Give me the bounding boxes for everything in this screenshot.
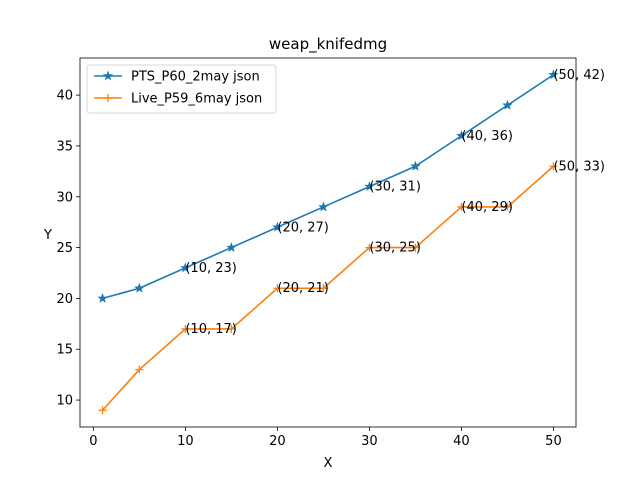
data-label: (40, 36) bbox=[461, 129, 512, 144]
data-point bbox=[319, 284, 328, 293]
data-label: (20, 21) bbox=[277, 281, 329, 296]
data-label: (40, 29) bbox=[461, 200, 512, 215]
data-point bbox=[364, 181, 375, 192]
data-point bbox=[410, 160, 421, 171]
x-axis-title: X bbox=[324, 456, 333, 471]
legend-entry: Live_P59_6may json bbox=[94, 92, 262, 107]
legend: PTS_P60_2may json Live_P59_6may json bbox=[86, 64, 277, 114]
data-point bbox=[548, 69, 559, 80]
data-point bbox=[456, 130, 467, 141]
data-point bbox=[226, 242, 237, 253]
y-axis: 10 15 20 25 30 35 40 bbox=[56, 89, 80, 409]
data-point bbox=[549, 162, 558, 171]
data-point bbox=[272, 221, 283, 232]
data-point bbox=[135, 365, 144, 374]
series-2: (10, 17) (20, 21) (30, 25) (40, 29) (50, 33) bbox=[98, 159, 605, 415]
x-tick-label: 20 bbox=[269, 434, 286, 449]
x-tick-label: 50 bbox=[545, 434, 562, 449]
y-tick-label: 20 bbox=[56, 292, 73, 307]
data-label: (30, 31) bbox=[369, 180, 421, 195]
x-tick-label: 30 bbox=[361, 434, 378, 449]
legend-marker bbox=[102, 70, 114, 81]
y-tick-label: 35 bbox=[56, 139, 73, 154]
data-label: (50, 33) bbox=[553, 159, 605, 174]
y-tick-label: 40 bbox=[56, 89, 73, 104]
data-point bbox=[227, 324, 236, 333]
legend-box bbox=[86, 64, 277, 114]
x-tick-label: 10 bbox=[177, 434, 194, 449]
legend-entry: PTS_P60_2may json bbox=[94, 70, 260, 85]
y-tick-label: 25 bbox=[56, 241, 73, 256]
data-point bbox=[97, 292, 108, 303]
x-tick-label: 40 bbox=[453, 434, 470, 449]
series-1: (10, 23) (20, 27) (30, 31) (40, 36) (50, 42) bbox=[97, 68, 605, 303]
data-point bbox=[503, 202, 512, 211]
data-label: (10, 23) bbox=[185, 261, 237, 276]
y-tick-label: 30 bbox=[56, 190, 73, 205]
data-point bbox=[318, 201, 329, 212]
data-point bbox=[180, 262, 191, 273]
y-axis-title: Y bbox=[43, 228, 52, 243]
data-point bbox=[273, 284, 282, 293]
y-tick-label: 10 bbox=[56, 394, 73, 409]
x-tick-label: 0 bbox=[89, 434, 97, 449]
plot-frame bbox=[79, 57, 577, 428]
legend-label: Live_P59_6may json bbox=[131, 92, 262, 107]
data-label: (10, 17) bbox=[185, 322, 237, 337]
data-point bbox=[457, 202, 466, 211]
legend-label: PTS_P60_2may json bbox=[131, 70, 260, 85]
legend-marker bbox=[104, 94, 112, 102]
x-axis: 0 10 20 30 40 50 bbox=[89, 427, 562, 449]
chart-title: weap_knifedmg bbox=[269, 35, 387, 54]
y-tick-label: 15 bbox=[56, 343, 73, 358]
data-point bbox=[134, 282, 145, 293]
data-point bbox=[181, 324, 190, 333]
data-point bbox=[365, 243, 374, 252]
data-label: (30, 25) bbox=[369, 241, 421, 256]
data-point bbox=[411, 243, 420, 252]
data-label: (50, 42) bbox=[553, 68, 605, 83]
plot-area: (10, 23) (20, 27) (30, 31) (40, 36) (50, 42)… bbox=[97, 68, 605, 415]
data-label: (20, 27) bbox=[277, 220, 329, 235]
data-point bbox=[98, 406, 107, 415]
data-point bbox=[502, 99, 513, 110]
